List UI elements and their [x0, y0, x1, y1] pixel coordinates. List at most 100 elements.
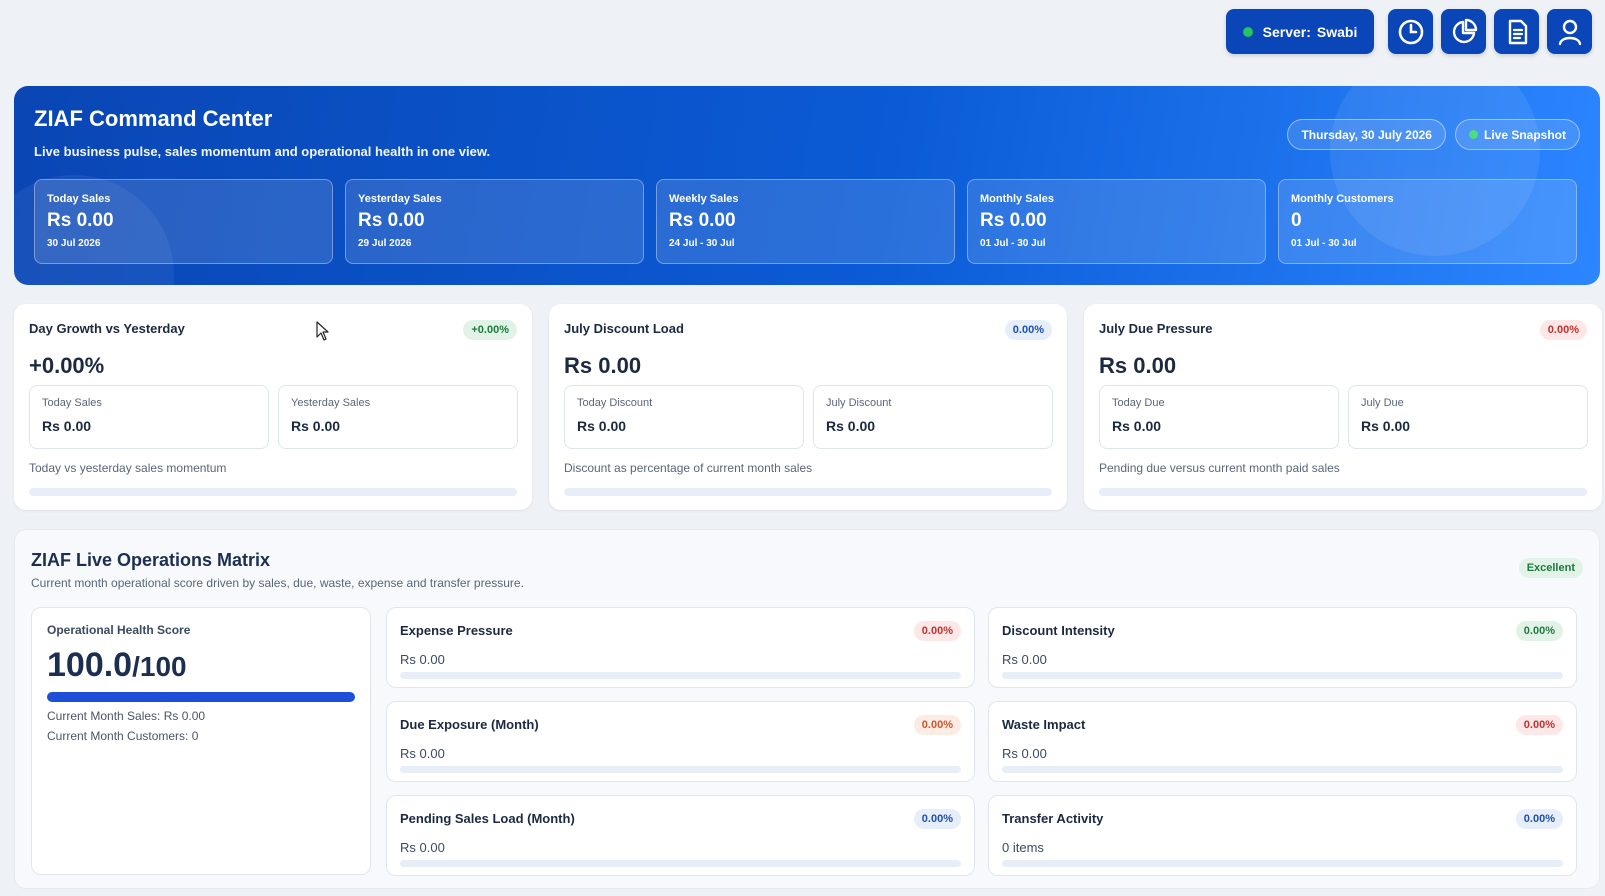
- status-badge: 0.00%: [1515, 621, 1563, 641]
- metric-sub-july-discount: July Discount Rs 0.00: [813, 385, 1053, 449]
- summary-card-value: Rs 0.00: [47, 210, 114, 231]
- operations-matrix: ZIAF Live Operations Matrix Current mont…: [14, 529, 1600, 889]
- ops-card-discount-intensity: Discount Intensity 0.00% Rs 0.00: [988, 607, 1577, 688]
- metric-sub-label: July Due: [1361, 397, 1404, 409]
- ops-card-value: Rs 0.00: [400, 746, 445, 761]
- summary-card-value: Rs 0.00: [669, 210, 736, 231]
- summary-cards: Today Sales Rs 0.00 30 Jul 2026 Yesterda…: [34, 179, 1577, 264]
- progress-bar: [1002, 672, 1563, 679]
- metric-sub-label: Yesterday Sales: [291, 397, 371, 409]
- live-dot-icon: [1468, 130, 1478, 139]
- history-button[interactable]: [1388, 9, 1433, 54]
- metric-card-value: +0.00%: [29, 353, 105, 378]
- ops-card-title: Due Exposure (Month): [400, 717, 539, 732]
- ops-card-value: Rs 0.00: [400, 840, 445, 855]
- summary-card-monthly-sales[interactable]: Monthly Sales Rs 0.00 01 Jul - 30 Jul: [967, 179, 1266, 264]
- mouse-cursor-icon: [316, 321, 329, 341]
- metric-sub-label: Today Due: [1112, 397, 1165, 409]
- date-badge: Thursday, 30 July 2026: [1287, 119, 1446, 150]
- progress-bar: [1099, 488, 1587, 496]
- metric-card-discount-load: July Discount Load 0.00% Rs 0.00 Today D…: [549, 304, 1067, 510]
- top-toolbar: Server: Swabi: [1226, 9, 1592, 54]
- reports-button[interactable]: [1494, 9, 1539, 54]
- ops-card-value: Rs 0.00: [400, 652, 445, 667]
- metric-sub-value: Rs 0.00: [42, 418, 92, 434]
- progress-bar: [1002, 860, 1563, 867]
- metric-sub-today-discount: Today Discount Rs 0.00: [564, 385, 804, 449]
- ops-card-title: Expense Pressure: [400, 623, 513, 638]
- clock-icon: [1398, 19, 1423, 44]
- progress-bar: [1002, 766, 1563, 773]
- status-badge: 0.00%: [913, 715, 961, 735]
- status-badge: 0.00%: [913, 809, 961, 829]
- summary-card-period: 24 Jul - 30 Jul: [669, 238, 735, 249]
- health-score-card: Operational Health Score 100.0/100 Curre…: [31, 607, 371, 875]
- status-badge: 0.00%: [1004, 320, 1052, 340]
- metric-sub-value: Rs 0.00: [826, 418, 876, 434]
- profile-button[interactable]: [1547, 9, 1592, 54]
- summary-card-period: 01 Jul - 30 Jul: [980, 238, 1046, 249]
- analytics-button[interactable]: [1441, 9, 1486, 54]
- health-score-label: Operational Health Score: [47, 623, 191, 637]
- summary-card-label: Monthly Customers: [1291, 193, 1394, 205]
- status-badge: +0.00%: [463, 320, 517, 340]
- server-name: Swabi: [1316, 23, 1358, 40]
- summary-card-period: 01 Jul - 30 Jul: [1291, 238, 1357, 249]
- progress-bar: [400, 672, 961, 679]
- metric-sub-label: July Discount: [826, 397, 892, 409]
- metric-card-value: Rs 0.00: [564, 353, 642, 378]
- server-status-dot: [1242, 26, 1253, 37]
- metric-card-title: July Due Pressure: [1099, 321, 1213, 336]
- status-badge: 0.00%: [1515, 715, 1563, 735]
- section-title: ZIAF Live Operations Matrix: [31, 550, 271, 570]
- summary-card-yesterday-sales[interactable]: Yesterday Sales Rs 0.00 29 Jul 2026: [345, 179, 644, 264]
- ops-card-value: Rs 0.00: [1002, 746, 1047, 761]
- summary-card-value: Rs 0.00: [358, 210, 425, 231]
- metric-sub-today-sales: Today Sales Rs 0.00: [29, 385, 269, 449]
- summary-card-today-sales[interactable]: Today Sales Rs 0.00 30 Jul 2026: [34, 179, 333, 264]
- metric-card-title: July Discount Load: [564, 321, 684, 336]
- summary-card-value: 0: [1291, 210, 1302, 231]
- ops-card-waste-impact: Waste Impact 0.00% Rs 0.00: [988, 701, 1577, 782]
- status-badge: 0.00%: [1515, 809, 1563, 829]
- ops-card-value: Rs 0.00: [1002, 652, 1047, 667]
- pie-chart-icon: [1452, 18, 1477, 43]
- page-title: ZIAF Command Center: [34, 106, 273, 131]
- summary-card-monthly-customers[interactable]: Monthly Customers 0 01 Jul - 30 Jul: [1278, 179, 1577, 264]
- progress-bar: [400, 860, 961, 867]
- ops-card-title: Transfer Activity: [1002, 811, 1104, 826]
- metric-sub-value: Rs 0.00: [1361, 418, 1411, 434]
- summary-card-label: Monthly Sales: [980, 193, 1054, 205]
- progress-bar: [29, 488, 517, 496]
- metric-card-due-pressure: July Due Pressure 0.00% Rs 0.00 Today Du…: [1084, 304, 1602, 510]
- ops-card-due-exposure: Due Exposure (Month) 0.00% Rs 0.00: [386, 701, 975, 782]
- summary-card-period: 29 Jul 2026: [358, 238, 412, 249]
- metric-sub-today-due: Today Due Rs 0.00: [1099, 385, 1339, 449]
- health-progress-bar: [47, 692, 355, 702]
- status-badge: 0.00%: [1539, 320, 1587, 340]
- user-icon: [1558, 19, 1581, 45]
- metric-card-title: Day Growth vs Yesterday: [29, 321, 185, 336]
- progress-bar: [564, 488, 1052, 496]
- metric-sub-value: Rs 0.00: [291, 418, 341, 434]
- metric-card-value: Rs 0.00: [1099, 353, 1177, 378]
- metric-sub-label: Today Discount: [577, 397, 653, 409]
- ops-card-expense-pressure: Expense Pressure 0.00% Rs 0.00: [386, 607, 975, 688]
- metric-sub-label: Today Sales: [42, 397, 102, 409]
- page-subtitle: Live business pulse, sales momentum and …: [34, 144, 491, 159]
- summary-card-period: 30 Jul 2026: [47, 238, 101, 249]
- health-score-value: 100.0: [47, 646, 133, 684]
- health-score: 100.0/100: [47, 646, 355, 685]
- summary-card-value: Rs 0.00: [980, 210, 1047, 231]
- metric-sub-value: Rs 0.00: [577, 418, 627, 434]
- hero-badges: Thursday, 30 July 2026 Live Snapshot: [1287, 119, 1580, 150]
- document-icon: [1508, 19, 1527, 44]
- status-badge: Excellent: [1518, 558, 1583, 578]
- ops-card-value: 0 items: [1002, 840, 1044, 855]
- summary-card-label: Yesterday Sales: [358, 193, 442, 205]
- summary-card-label: Today Sales: [47, 193, 111, 205]
- live-snapshot-badge: Live Snapshot: [1454, 119, 1580, 150]
- summary-card-weekly-sales[interactable]: Weekly Sales Rs 0.00 24 Jul - 30 Jul: [656, 179, 955, 264]
- summary-card-label: Weekly Sales: [669, 193, 739, 205]
- server-indicator[interactable]: Server: Swabi: [1226, 9, 1374, 54]
